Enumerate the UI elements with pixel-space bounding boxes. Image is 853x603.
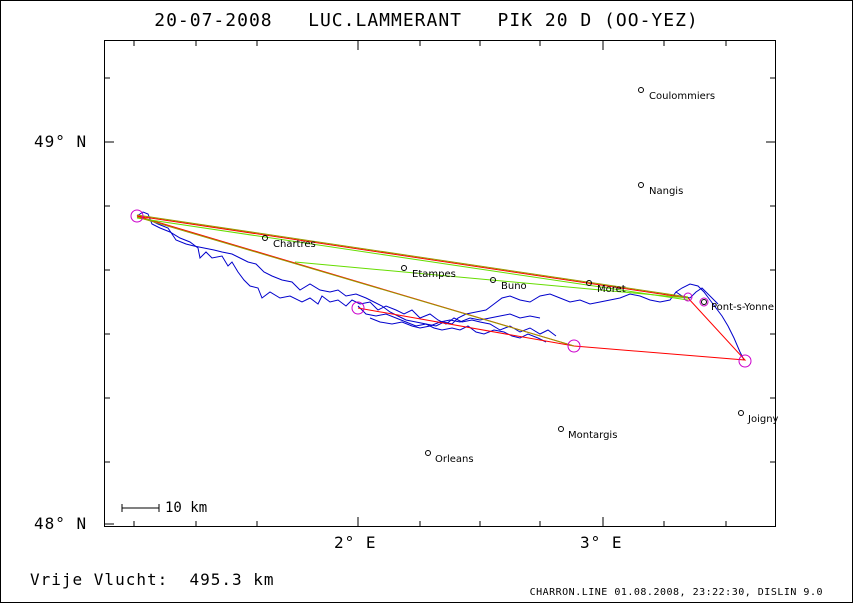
lat-label-48n: 48° N [34, 514, 88, 533]
town-label-nangis: Nangis [649, 186, 683, 197]
town-label-orleans: Orleans [435, 454, 474, 465]
town-label-chartres: Chartres [273, 239, 316, 250]
town-label-etampes: Etampes [412, 269, 456, 280]
town-marker [586, 280, 592, 286]
town-marker [638, 87, 644, 93]
town-label-pont-s-yonne: Pont-s-Yonne [711, 302, 774, 313]
town-marker [262, 235, 268, 241]
town-label-moret: Moret [597, 284, 626, 295]
axis-ticks [104, 40, 776, 527]
town-marker [738, 410, 744, 416]
flight-title: 20-07-2008 LUC.LAMMERANT PIK 20 D (OO-YE… [154, 10, 699, 31]
optimized-line-2 [136, 214, 689, 347]
town-marker [401, 265, 407, 271]
town-marker [701, 299, 707, 305]
town-marker [558, 426, 564, 432]
distance-label: Vrije Vlucht: 495.3 km [30, 570, 275, 589]
gps-track [136, 211, 745, 361]
turnpoints [130, 209, 752, 368]
turnpoint-circle [351, 301, 365, 315]
town-marker [638, 182, 644, 188]
lat-label-49n: 49° N [34, 132, 88, 151]
optimized-line [136, 217, 689, 301]
town-marker [490, 277, 496, 283]
map-plot-area [104, 40, 776, 527]
town-label-joigny: Joigny [747, 414, 779, 425]
turnpoint-circle [683, 292, 693, 302]
turnpoint-circle [567, 339, 581, 353]
lon-label-3e: 3° E [580, 533, 623, 552]
credits-label: CHARRON.LINE 01.08.2008, 23:22:30, DISLI… [529, 587, 823, 598]
town-marker [425, 450, 431, 456]
lon-label-2e: 2° E [334, 533, 377, 552]
turnpoint-circle [130, 209, 144, 223]
turnpoint-circle [738, 354, 752, 368]
task-line [136, 215, 747, 361]
scale-bar-label: 10 km [165, 500, 208, 516]
scale-bar [121, 504, 160, 512]
town-label-buno: Buno [501, 281, 527, 292]
turnpoint-circle [699, 297, 709, 307]
town-labels: Coulommiers Nangis Chartres Etampes Buno… [273, 91, 779, 465]
town-markers [262, 87, 744, 456]
town-label-coulommiers: Coulommiers [649, 91, 715, 102]
town-label-montargis: Montargis [568, 430, 617, 441]
